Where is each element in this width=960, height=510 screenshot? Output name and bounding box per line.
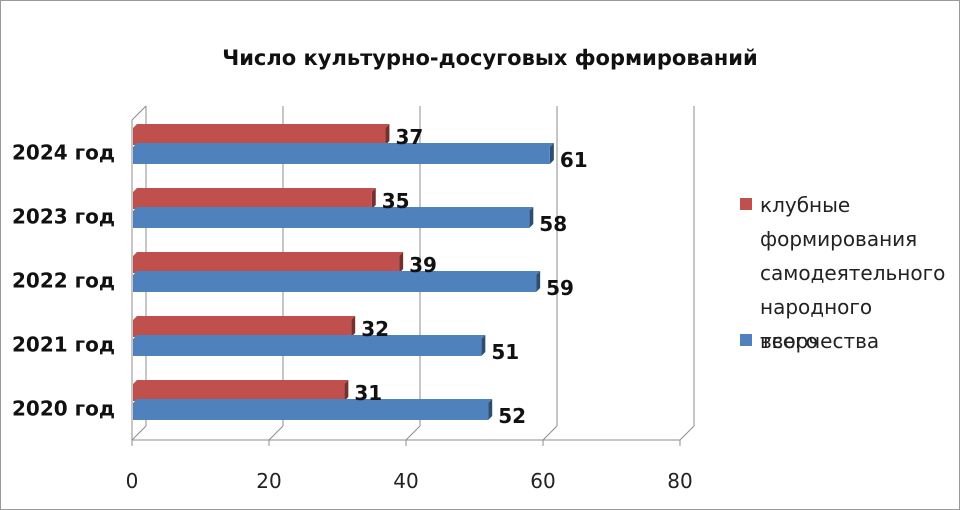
bar-top xyxy=(133,252,404,256)
bar-top xyxy=(133,316,356,320)
data-label: 31 xyxy=(354,381,382,405)
bar-side xyxy=(536,271,541,292)
bar-top xyxy=(133,207,534,211)
legend-item-total: всего xyxy=(740,324,818,358)
x-tick-label: 40 xyxy=(393,469,418,493)
gridline-depth xyxy=(405,425,421,441)
gridline-depth xyxy=(679,425,695,441)
gridline-depth xyxy=(131,425,147,441)
bar-top xyxy=(133,335,486,339)
bar-side xyxy=(399,252,404,273)
legend-label-clubs: клубные формирования самодеятельного нар… xyxy=(760,193,946,353)
data-label: 52 xyxy=(498,404,526,428)
data-label: 32 xyxy=(361,317,389,341)
y-tick-label: 2023 год xyxy=(12,205,115,229)
bar-top xyxy=(133,380,349,384)
legend-item-clubs: клубные формирования самодеятельного нар… xyxy=(740,188,955,358)
bar xyxy=(133,147,550,164)
data-label: 37 xyxy=(395,125,423,149)
bar-top xyxy=(133,124,390,128)
data-label: 59 xyxy=(546,276,574,300)
legend-swatch-clubs xyxy=(740,198,752,210)
bar xyxy=(133,211,530,228)
bar-side xyxy=(351,316,356,337)
bar-side xyxy=(549,143,554,164)
bar-top xyxy=(133,188,376,192)
bar xyxy=(133,128,386,145)
bar-side xyxy=(488,399,493,420)
y-tick-label: 2021 год xyxy=(12,333,115,357)
bar xyxy=(133,256,400,273)
bar-top xyxy=(133,399,493,403)
bar xyxy=(133,339,482,356)
y-tick-label: 2022 год xyxy=(12,269,115,293)
bar xyxy=(133,275,537,292)
x-tick-label: 60 xyxy=(530,469,555,493)
wall-top-edge xyxy=(131,105,147,121)
data-label: 58 xyxy=(539,212,567,236)
chart-title: Число культурно-досуговых формирований xyxy=(222,46,758,70)
bar xyxy=(133,403,489,420)
bar-top xyxy=(133,143,554,147)
legend-label-total: всего xyxy=(760,329,818,353)
bar xyxy=(133,320,352,337)
data-label: 51 xyxy=(491,340,519,364)
gridline-depth xyxy=(268,425,284,441)
y-tick-label: 2020 год xyxy=(12,397,115,421)
bar-top xyxy=(133,271,541,275)
legend: клубные формирования самодеятельного нар… xyxy=(740,188,955,358)
legend-swatch-total xyxy=(740,334,752,346)
bar-side xyxy=(344,380,349,401)
gridline-depth xyxy=(542,425,558,441)
x-tick-label: 0 xyxy=(126,469,139,493)
bar-side xyxy=(385,124,390,145)
data-label: 35 xyxy=(382,189,410,213)
data-label: 39 xyxy=(409,253,437,277)
bar xyxy=(133,192,372,209)
bar-side xyxy=(481,335,486,356)
x-tick-label: 80 xyxy=(667,469,692,493)
y-tick-label: 2024 год xyxy=(12,141,115,165)
bar-side xyxy=(529,207,534,228)
bar xyxy=(133,384,345,401)
data-label: 61 xyxy=(560,148,588,172)
x-tick-label: 20 xyxy=(256,469,281,493)
bar-side xyxy=(371,188,376,209)
